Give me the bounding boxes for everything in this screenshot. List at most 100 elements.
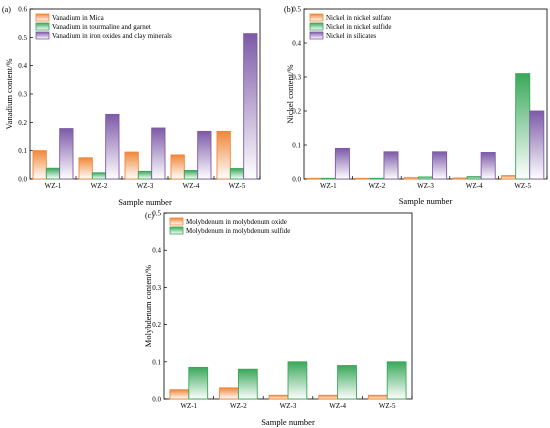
y-axis-title: Molybdenum content/% [143, 265, 153, 347]
y-tick-label: 0.2 [292, 108, 301, 116]
y-tick-label: 0.5 [152, 210, 161, 218]
x-tick-label: WZ-2 [91, 182, 108, 190]
x-tick-label: WZ-4 [329, 402, 346, 410]
bar-wz-1-series-1 [306, 177, 322, 180]
y-tick-label: 0.3 [292, 74, 301, 82]
x-tick-label: WZ-2 [230, 402, 247, 410]
y-tick-label: 0.2 [152, 321, 161, 329]
bar-wz-4-series-2 [466, 176, 482, 180]
bar-wz-4-series-3 [197, 130, 212, 180]
y-tick-label: 0.0 [18, 176, 27, 184]
bar-wz-2-series-2 [237, 368, 258, 400]
bar-wz-2-series-3 [383, 151, 399, 180]
legend-label: Nickel in silicates [326, 32, 376, 40]
legend-label: Vanadium in Mica [52, 14, 105, 22]
bar-wz-2-series-1 [355, 177, 371, 180]
y-tick-label: 0.5 [18, 34, 27, 42]
y-tick-label: 0.3 [18, 91, 27, 99]
legend-label: Molybdenum in molybdenum oxide [186, 218, 287, 226]
legend-swatch [309, 22, 324, 31]
y-tick-label: 0.0 [152, 396, 161, 404]
bar-wz-1-series-3 [334, 147, 350, 180]
y-tick-label: 0.1 [18, 147, 27, 155]
bar-wz-5-series-2 [386, 361, 407, 400]
x-tick-label: WZ-2 [369, 182, 386, 190]
y-tick-label: 0.2 [18, 119, 27, 127]
legend-swatch [35, 31, 50, 40]
y-tick-label: 0.4 [18, 62, 27, 70]
y-tick-label: 0.0 [292, 176, 301, 184]
bar-wz-3-series-2 [418, 176, 433, 180]
chart-nickel: (b) 0.0 0.1 0.2 0.3 0.4 0.5 WZ-1 WZ-2 WZ-3 WZ-4 WZ-… [284, 5, 548, 206]
bar-wz-5-series-2 [229, 168, 245, 180]
bar-wz-1-series-3 [59, 128, 74, 180]
y-axis-title: Nickel content/% [285, 64, 295, 123]
bar-wz-5-series-2 [515, 73, 531, 180]
bar-wz-3-series-2 [137, 170, 153, 180]
bar-wz-3-series-2 [287, 361, 308, 400]
legend-swatch [35, 22, 50, 31]
x-tick-label: WZ-4 [183, 182, 200, 190]
x-axis-title: Sample number [399, 196, 453, 206]
x-tick-label: WZ-5 [514, 182, 531, 190]
panel-label: (b) [284, 5, 294, 14]
bar-wz-4-series-1 [318, 394, 339, 400]
legend-label: Vanadium in tourmaline and garnet [52, 23, 151, 31]
y-tick-label: 0.5 [292, 6, 301, 14]
x-axis-title: Sample number [118, 197, 172, 207]
bar-wz-5-series-1 [216, 130, 231, 180]
x-tick-label: WZ-1 [320, 182, 337, 190]
bar-wz-5-series-3 [243, 33, 258, 180]
legend-label: Nickel in nickel sulfate [326, 14, 391, 22]
bar-wz-1-series-2 [188, 366, 209, 400]
y-tick-label: 0.4 [292, 40, 301, 48]
y-tick-label: 0.3 [152, 284, 161, 292]
bar-wz-3-series-1 [403, 177, 419, 180]
x-tick-label: WZ-4 [466, 182, 483, 190]
legend: Molybdenum in molybdenum oxideMolybdenum… [169, 217, 290, 235]
bar-wz-5-series-1 [501, 175, 517, 180]
x-tick-label: WZ-3 [137, 182, 154, 190]
legend-label: Nickel in nickel sulfide [326, 23, 392, 31]
legend-swatch [169, 217, 184, 226]
bar-wz-4-series-2 [337, 365, 357, 400]
chart-molybdenum: (c) 0.0 0.1 0.2 0.3 0.4 0.5 WZ-1 WZ-2 WZ-3 WZ-4 WZ-… [143, 210, 413, 427]
bar-wz-2-series-3 [105, 113, 120, 180]
bar-wz-3-series-1 [124, 151, 139, 180]
x-tick-label: WZ-1 [180, 402, 197, 410]
legend-swatch [309, 31, 324, 40]
y-axis-title: Vanadium content/% [4, 58, 14, 129]
bar-wz-3-series-1 [268, 394, 289, 400]
bar-wz-3-series-3 [432, 151, 448, 180]
y-tick-label: 0.1 [152, 358, 161, 366]
bar-wz-2-series-2 [91, 172, 107, 180]
chart-vanadium: (a) 0.0 0.1 0.2 0.3 0.4 0.5 0.6 WZ-1 WZ-2 WZ-3 WZ-4… [2, 5, 261, 207]
legend-label: Vanadium in iron oxides and clay mineral… [52, 32, 172, 40]
bar-wz-2-series-1 [219, 387, 239, 400]
bar-wz-3-series-3 [151, 127, 166, 180]
x-tick-label: WZ-3 [417, 182, 434, 190]
legend-swatch [169, 226, 184, 235]
bar-wz-2-series-1 [78, 157, 93, 180]
bar-wz-5-series-1 [367, 394, 388, 400]
y-tick-label: 0.6 [18, 6, 27, 14]
legend-swatch [309, 13, 324, 22]
x-axis-title: Sample number [261, 417, 315, 427]
legend-swatch [35, 13, 50, 22]
x-tick-label: WZ-5 [229, 182, 246, 190]
bar-wz-2-series-2 [369, 177, 385, 180]
bar-wz-4-series-1 [452, 177, 468, 180]
bar-wz-5-series-3 [529, 110, 545, 180]
bar-wz-1-series-2 [45, 167, 61, 180]
bar-wz-1-series-2 [320, 177, 336, 180]
x-tick-label: WZ-1 [45, 182, 62, 190]
bar-wz-4-series-1 [170, 154, 185, 180]
y-tick-label: 0.4 [152, 247, 161, 255]
y-tick-label: 0.1 [292, 142, 301, 150]
bar-wz-4-series-3 [480, 152, 496, 180]
legend-label: Molybdenum in molybdenum sulfide [186, 227, 290, 235]
panel-label: (a) [2, 5, 11, 14]
